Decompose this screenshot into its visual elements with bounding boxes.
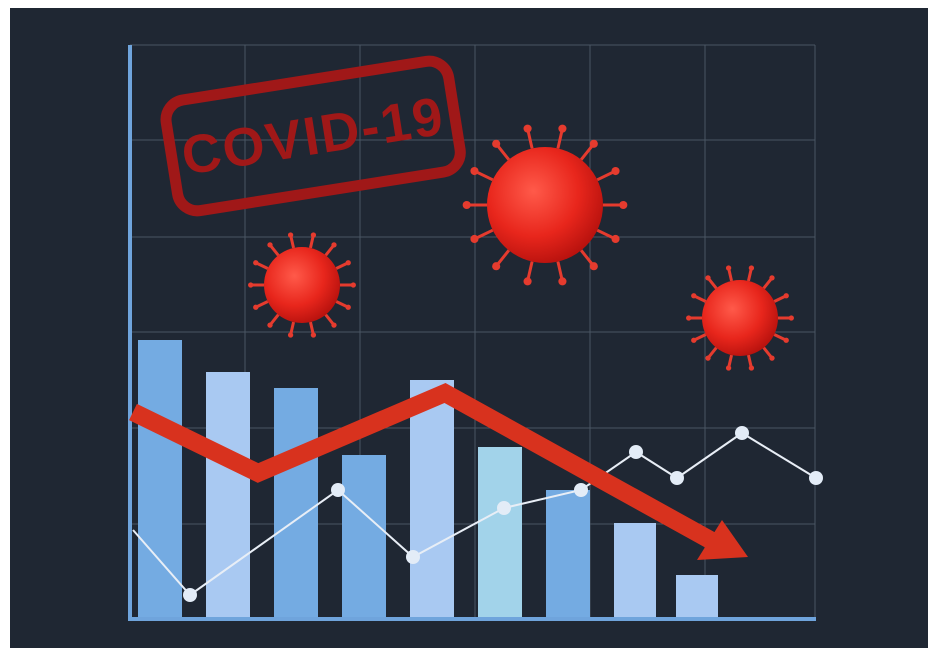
spike-tip xyxy=(311,232,316,237)
spike-tip xyxy=(331,322,336,327)
page: COVID-19 (() => { const data = JSON.pars… xyxy=(0,0,936,656)
spike-tip xyxy=(351,282,356,287)
spike-tip xyxy=(288,332,293,337)
spike-tip xyxy=(253,305,258,310)
spike-tip xyxy=(789,315,794,320)
spike-tip xyxy=(524,277,532,285)
spike-tip xyxy=(611,167,619,175)
spike-tip xyxy=(726,265,731,270)
spike-tip xyxy=(590,262,598,270)
spike-tip xyxy=(267,242,272,247)
spike-tip xyxy=(346,305,351,310)
spike-tip xyxy=(769,275,774,280)
spike-tip xyxy=(470,167,478,175)
spike-tip xyxy=(248,282,253,287)
spike-tip xyxy=(590,140,598,148)
spike-tip xyxy=(784,293,789,298)
spike-tip xyxy=(686,315,691,320)
spike-tip xyxy=(705,275,710,280)
virus-body xyxy=(264,247,340,323)
spike-tip xyxy=(784,338,789,343)
spike-tip xyxy=(769,355,774,360)
spike-tip xyxy=(619,201,627,209)
spike-tip xyxy=(691,338,696,343)
spike-tip xyxy=(346,260,351,265)
virus-body xyxy=(487,147,603,263)
spike-tip xyxy=(558,277,566,285)
virus-body xyxy=(702,280,778,356)
spike-tip xyxy=(492,262,500,270)
spike-tip xyxy=(463,201,471,209)
spike-tip xyxy=(267,322,272,327)
spike-tip xyxy=(749,265,754,270)
spike-tip xyxy=(524,125,532,133)
spike-tip xyxy=(705,355,710,360)
spike-tip xyxy=(331,242,336,247)
spike-tip xyxy=(558,125,566,133)
illustration: COVID-19 xyxy=(0,0,936,656)
spike-tip xyxy=(253,260,258,265)
spike-tip xyxy=(726,365,731,370)
spike-tip xyxy=(691,293,696,298)
spike-tip xyxy=(611,235,619,243)
spike-tip xyxy=(749,365,754,370)
spike-tip xyxy=(288,232,293,237)
spike-tip xyxy=(311,332,316,337)
spike-tip xyxy=(492,140,500,148)
spike-tip xyxy=(470,235,478,243)
